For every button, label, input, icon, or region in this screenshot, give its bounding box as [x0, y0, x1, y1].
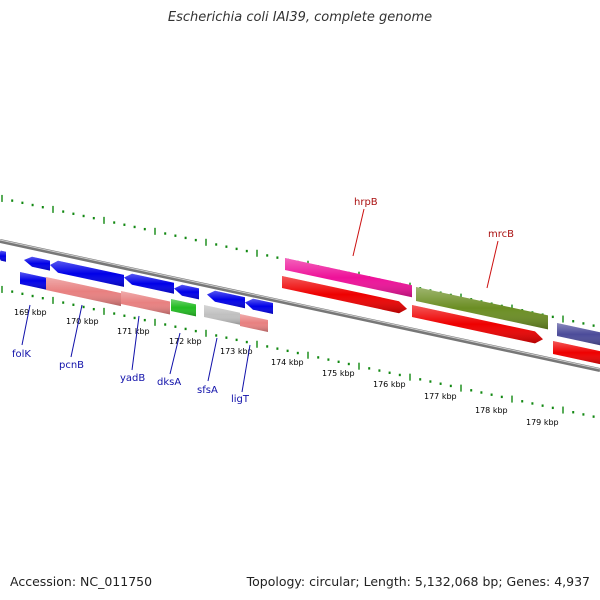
gene-label-hrpb: hrpB — [354, 197, 378, 208]
gene-feature — [171, 299, 196, 317]
gene-feature — [245, 298, 273, 314]
gene-feature — [121, 291, 170, 315]
gene-feature — [204, 305, 240, 325]
scale-label: 176 kbp — [373, 380, 406, 389]
scale-label: 174 kbp — [271, 358, 304, 367]
gene-label-ligt: ligT — [231, 394, 250, 405]
gene-feature — [124, 273, 174, 294]
gene-label-pcnb: pcnB — [59, 360, 84, 371]
gene-feature — [282, 276, 407, 314]
gene-label-dksa: dksA — [157, 377, 181, 388]
genome-summary-text: Topology: circular; Length: 5,132,068 bp… — [246, 574, 590, 589]
gene-feature — [285, 258, 412, 298]
gene-feature — [412, 305, 543, 344]
scale-label: 179 kbp — [526, 418, 559, 427]
scale-label: 178 kbp — [475, 406, 508, 415]
gene-feature — [557, 323, 600, 346]
scale-label: 172 kbp — [169, 337, 202, 346]
gene-feature — [174, 284, 199, 300]
gene-feature — [240, 314, 268, 332]
scale-label: 173 kbp — [220, 347, 253, 356]
scale-label: 169 kbp — [14, 308, 47, 317]
gene-feature — [50, 260, 124, 287]
scale-label: 175 kbp — [322, 369, 355, 378]
gene-feature — [553, 341, 600, 365]
gene-label-yadb: yadB — [120, 373, 145, 384]
accession-text: Accession: NC_011750 — [10, 574, 153, 589]
gene-label-mrcb: mrcB — [488, 229, 514, 240]
scale-label: 177 kbp — [424, 392, 457, 401]
gene-label-leaders — [21, 208, 499, 393]
gene-labels: folK pcnB yadB dksA sfsA ligT hrpB mrcB — [12, 197, 514, 405]
genome-backbone — [0, 239, 600, 372]
gene-feature — [20, 272, 46, 290]
scale-label: 170 kbp — [66, 317, 99, 326]
gene-feature — [46, 277, 121, 307]
gene-feature — [24, 256, 50, 271]
genome-map-title: Escherichia coli IAI39, complete genome — [167, 10, 433, 25]
gene-feature — [207, 290, 245, 309]
gene-label-sfsa: sfsA — [197, 385, 218, 396]
gene-feature — [416, 287, 548, 330]
gene-features — [0, 250, 600, 365]
scale-label: 171 kbp — [117, 327, 150, 336]
gene-label-folk: folK — [12, 349, 31, 360]
gene-feature — [0, 250, 6, 262]
scale-labels: 169 kbp 170 kbp 171 kbp 172 kbp 173 kbp … — [14, 308, 559, 427]
